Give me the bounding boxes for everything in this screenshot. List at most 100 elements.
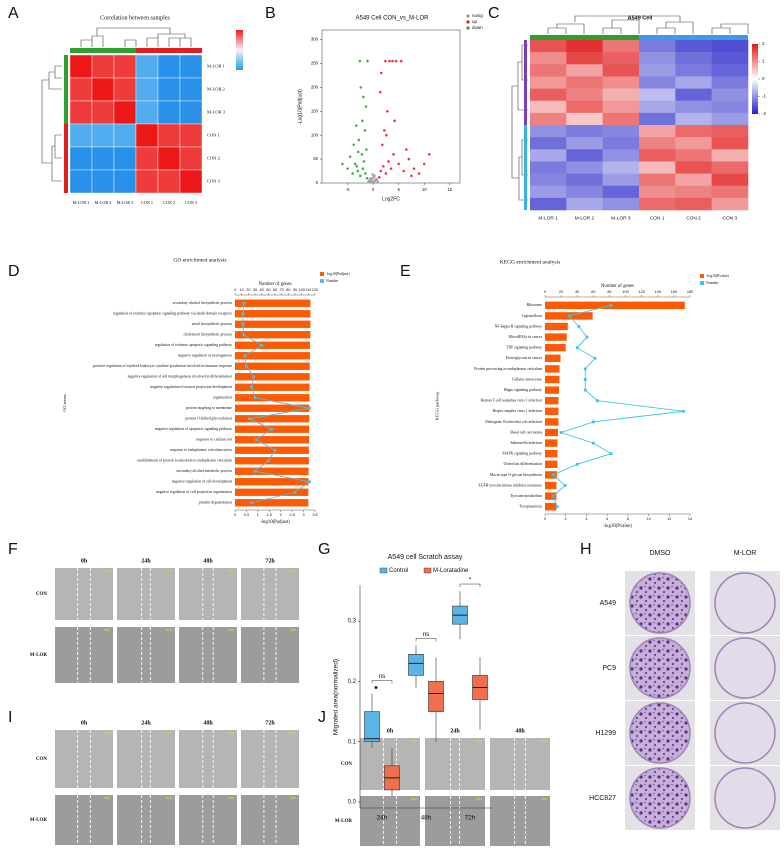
heatmap-cell bbox=[639, 88, 676, 102]
y-axis-label: -Log10(Padjust) bbox=[297, 89, 303, 125]
bar bbox=[545, 460, 558, 469]
heatmap-cell bbox=[711, 197, 749, 211]
line-marker bbox=[551, 494, 555, 498]
dendrogram bbox=[41, 27, 192, 182]
x2-tick-label: 10 bbox=[240, 288, 244, 292]
point bbox=[348, 155, 352, 159]
x-tick-label: 10 bbox=[646, 517, 650, 521]
heatmap-cell bbox=[69, 54, 93, 79]
line-marker bbox=[559, 431, 563, 434]
x-axis-label: -log10(Pvalue) bbox=[603, 524, 632, 529]
point bbox=[389, 167, 393, 170]
heatmap-cell bbox=[91, 100, 115, 125]
row-label: M-LOR bbox=[30, 818, 48, 823]
point bbox=[360, 153, 364, 156]
x2-tick-label: 120 bbox=[638, 290, 644, 294]
color-tick-label: -1 bbox=[762, 94, 766, 99]
heatmap-cell bbox=[530, 52, 567, 65]
micrograph bbox=[241, 568, 299, 620]
line-marker bbox=[308, 406, 312, 410]
micrograph bbox=[425, 796, 485, 846]
point bbox=[422, 162, 426, 166]
micrograph bbox=[490, 796, 550, 846]
category-label: NF-kappa B signaling pathway bbox=[495, 324, 542, 328]
micrograph bbox=[179, 568, 237, 620]
heatmap-cell bbox=[566, 100, 603, 114]
point bbox=[379, 71, 383, 75]
heatmap-cell bbox=[157, 77, 181, 102]
bar bbox=[235, 457, 309, 465]
x-tick-label: 3.5 bbox=[312, 513, 317, 517]
panel-label: H bbox=[580, 541, 592, 558]
heatmap-cell bbox=[566, 64, 603, 77]
heatmap-cell bbox=[113, 169, 137, 194]
heatmap-cell bbox=[602, 88, 640, 102]
y-tick-label: 150 bbox=[311, 108, 319, 113]
heatmap-cell bbox=[530, 185, 567, 199]
heatmap-cell bbox=[602, 64, 640, 77]
point bbox=[353, 162, 357, 166]
line-marker bbox=[308, 480, 312, 484]
heatmap-cell bbox=[711, 100, 749, 114]
y-tick-label: 0.1 bbox=[348, 739, 357, 745]
point bbox=[370, 179, 373, 182]
heatmap-cell bbox=[179, 77, 203, 102]
heatmap-cell bbox=[69, 77, 93, 102]
bar bbox=[545, 301, 685, 310]
point bbox=[356, 150, 360, 154]
x-tick-label: 0 bbox=[372, 187, 375, 192]
category-label: negative regulation of cell morphogenesi… bbox=[128, 375, 233, 379]
row-label: M-LOR bbox=[335, 819, 353, 824]
heatmap-cell bbox=[113, 100, 137, 125]
point bbox=[341, 162, 344, 166]
bar bbox=[545, 354, 561, 363]
heatmap-cell bbox=[675, 197, 712, 211]
legend-swatch bbox=[379, 567, 388, 574]
heatmap-cell bbox=[711, 112, 749, 126]
heatmap-cell bbox=[675, 185, 712, 199]
line-marker bbox=[591, 441, 595, 445]
panel-label: C bbox=[488, 5, 500, 22]
bar bbox=[235, 373, 310, 381]
category-label: sterol biosynthetic process bbox=[192, 322, 233, 326]
x2-tick-label: 60 bbox=[273, 288, 277, 292]
heatmap-cell bbox=[639, 161, 676, 174]
line-marker bbox=[250, 501, 254, 505]
x-tick-label: 10 bbox=[422, 187, 427, 192]
y-axis-label: Migrated area(normalized) bbox=[333, 659, 340, 735]
heatmap-cell bbox=[69, 100, 93, 125]
point bbox=[356, 169, 360, 173]
heatmap-cell bbox=[157, 100, 181, 125]
row-label: CON bbox=[341, 762, 353, 767]
heatmap-cell bbox=[711, 185, 749, 199]
x2-tick-label: 100 bbox=[298, 288, 304, 292]
significance-label: * bbox=[469, 577, 472, 584]
significance-bracket bbox=[415, 638, 437, 642]
heatmap-cell bbox=[675, 137, 712, 150]
point bbox=[386, 109, 389, 113]
micrograph bbox=[179, 627, 237, 683]
heatmap-cell bbox=[179, 123, 203, 148]
x-tick-label: 2 bbox=[565, 517, 567, 521]
line-marker bbox=[682, 409, 685, 413]
panel-label: F bbox=[8, 541, 18, 558]
category-label: Protein processing in endoplasmic reticu… bbox=[474, 367, 542, 371]
category-label: negative regulation of cell projection o… bbox=[156, 490, 232, 494]
legend-label: -log10(Padjust) bbox=[326, 272, 350, 276]
legend-label: -log10(Pvalue) bbox=[706, 274, 730, 278]
line-marker bbox=[575, 462, 579, 466]
category-label: Legionellosis bbox=[522, 314, 543, 318]
heatmap-cell bbox=[675, 100, 712, 114]
row-label: M-LOR 2 bbox=[207, 87, 225, 92]
point bbox=[362, 160, 366, 163]
line-marker bbox=[244, 364, 248, 368]
heatmap-cell bbox=[602, 112, 640, 126]
micrograph bbox=[55, 568, 113, 620]
bar bbox=[545, 428, 558, 437]
bar bbox=[545, 502, 557, 511]
heatmap-cell bbox=[639, 137, 676, 150]
x-tick-label: 12 bbox=[667, 517, 671, 521]
point bbox=[374, 178, 377, 181]
row-label: CON 3 bbox=[207, 179, 221, 184]
point bbox=[410, 174, 413, 178]
